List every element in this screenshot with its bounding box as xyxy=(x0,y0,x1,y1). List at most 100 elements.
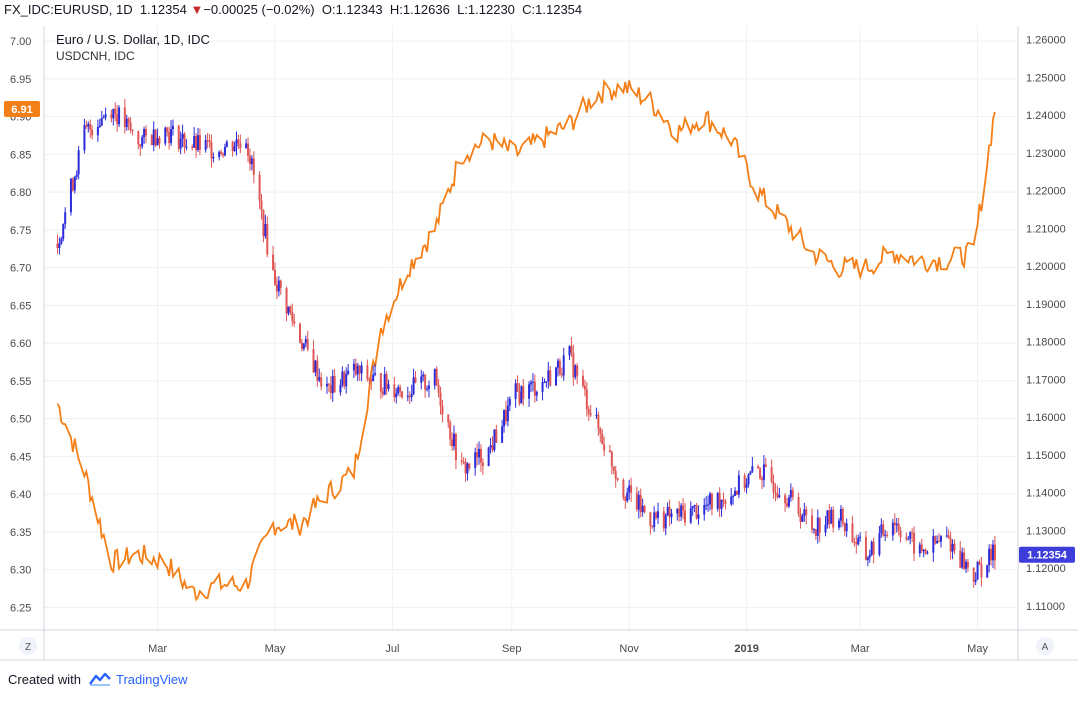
eurusd-candle-body xyxy=(657,511,660,518)
eurusd-candle-body xyxy=(749,471,752,475)
eurusd-candle-body xyxy=(683,510,686,523)
eurusd-candle-body xyxy=(934,535,937,544)
right-axis-tick-label: 1.24000 xyxy=(1026,110,1066,122)
eurusd-candle-body xyxy=(179,138,182,149)
left-axis-tick-label: 6.50 xyxy=(10,414,31,426)
eurusd-candle-body xyxy=(651,526,654,528)
eurusd-candle-body xyxy=(150,135,153,146)
eurusd-candle-body xyxy=(545,381,548,383)
eurusd-candle-body xyxy=(387,384,390,389)
eurusd-candle-body xyxy=(990,548,993,561)
eurusd-candle-body xyxy=(583,385,586,390)
eurusd-candle-body xyxy=(737,475,740,495)
eurusd-candle-body xyxy=(978,561,981,565)
close-value: 1.12354 xyxy=(535,2,583,17)
eurusd-candle-body xyxy=(628,485,631,493)
right-axis-scale-button[interactable]: A xyxy=(1042,642,1049,653)
eurusd-candle-body xyxy=(864,536,867,560)
left-axis-tick-label: 6.40 xyxy=(10,489,31,501)
x-axis-tick-label: Jul xyxy=(385,643,399,655)
eurusd-candle-body xyxy=(266,224,269,255)
eurusd-candle-body xyxy=(547,370,550,382)
eurusd-candle-body xyxy=(318,377,321,381)
right-axis-tick-label: 1.14000 xyxy=(1026,488,1066,500)
eurusd-candle-body xyxy=(231,141,234,152)
left-axis-tick-label: 6.75 xyxy=(10,225,31,237)
usdcnh-price-tag: 6.91 xyxy=(11,104,32,116)
eurusd-candle-body xyxy=(531,381,534,383)
tradingview-brand: TradingView xyxy=(116,672,188,687)
eurusd-candle-body xyxy=(710,493,713,509)
eurusd-candle-body xyxy=(707,504,710,506)
eurusd-candle-body xyxy=(778,495,781,498)
eurusd-candle-body xyxy=(720,499,723,509)
eurusd-candle-body xyxy=(837,520,840,528)
eurusd-candle-body xyxy=(306,339,309,350)
eurusd-candle-body xyxy=(826,510,829,525)
eurusd-candle-body xyxy=(273,269,276,285)
eurusd-candle-body xyxy=(437,384,440,393)
eurusd-candle-body xyxy=(372,374,375,382)
eurusd-candle-body xyxy=(77,150,80,175)
eurusd-candle-body xyxy=(383,373,386,395)
eurusd-candle-body xyxy=(208,140,211,143)
eurusd-candle-body xyxy=(830,509,833,524)
eurusd-candle-body xyxy=(695,505,698,519)
eurusd-candle-body xyxy=(743,475,746,488)
eurusd-candle-body xyxy=(549,370,552,386)
footer-credit[interactable]: Created with TradingView xyxy=(8,672,188,687)
left-axis-tick-label: 6.35 xyxy=(10,527,31,539)
eurusd-candle-body xyxy=(168,131,171,144)
eurusd-candle-body xyxy=(824,524,827,533)
legend-compare-series[interactable]: USDCNH, IDC xyxy=(56,49,135,63)
left-axis-button-bg xyxy=(19,637,37,655)
eurusd-candle-body xyxy=(316,360,319,381)
eurusd-candle-body xyxy=(218,151,221,157)
eurusd-candle-body xyxy=(922,549,925,552)
eurusd-candle-body xyxy=(882,524,885,536)
legend-main-series[interactable]: Euro / U.S. Dollar, 1D, IDC xyxy=(56,32,210,47)
eurusd-candle-body xyxy=(354,363,357,375)
eurusd-candle-body xyxy=(670,513,673,518)
eurusd-candle-body xyxy=(381,391,384,395)
eurusd-candle-body xyxy=(514,383,517,399)
eurusd-candle-body xyxy=(520,386,523,404)
eurusd-candle-body xyxy=(137,131,140,145)
eurusd-candle-body xyxy=(541,382,544,392)
left-axis-tick-label: 6.45 xyxy=(10,451,31,463)
eurusd-candle-body xyxy=(325,383,328,387)
eurusd-candle-body xyxy=(453,433,456,447)
eurusd-candle-body xyxy=(235,139,238,147)
eurusd-candle-body xyxy=(839,508,842,521)
eurusd-candle-body xyxy=(776,493,779,498)
eurusd-candle-body xyxy=(195,135,198,151)
eurusd-candle-body xyxy=(89,123,92,130)
eurusd-candle-body xyxy=(732,495,735,497)
left-axis-scale-button[interactable]: Z xyxy=(25,642,31,653)
symbol-name[interactable]: FX_IDC:EURUSD, 1D xyxy=(4,2,133,17)
eurusd-candle-body xyxy=(689,508,692,523)
eurusd-candle-body xyxy=(171,125,174,130)
right-axis-tick-label: 1.22000 xyxy=(1026,186,1066,198)
eurusd-candle-body xyxy=(374,373,377,375)
eurusd-candle-body xyxy=(603,444,606,451)
eurusd-candle-body xyxy=(535,391,538,396)
eurusd-candle-body xyxy=(518,391,521,404)
eurusd-candle-body xyxy=(682,505,685,511)
eurusd-candle-body xyxy=(666,506,669,516)
eurusd-candle-body xyxy=(764,464,767,468)
eurusd-candle-body xyxy=(449,422,452,440)
eurusd-candle-body xyxy=(859,536,862,538)
x-axis-tick-label: May xyxy=(967,643,988,655)
eurusd-candle-body xyxy=(786,503,789,507)
eurusd-candle-body xyxy=(225,141,228,147)
eurusd-candle-body xyxy=(818,517,821,533)
eurusd-candle-body xyxy=(112,108,115,119)
eurusd-candle-body xyxy=(953,543,956,551)
usdcnh-line-layer xyxy=(56,78,996,602)
eurusd-candle-body xyxy=(988,548,991,566)
x-axis-tick-label: Sep xyxy=(502,643,522,655)
eurusd-candle-body xyxy=(774,492,777,494)
